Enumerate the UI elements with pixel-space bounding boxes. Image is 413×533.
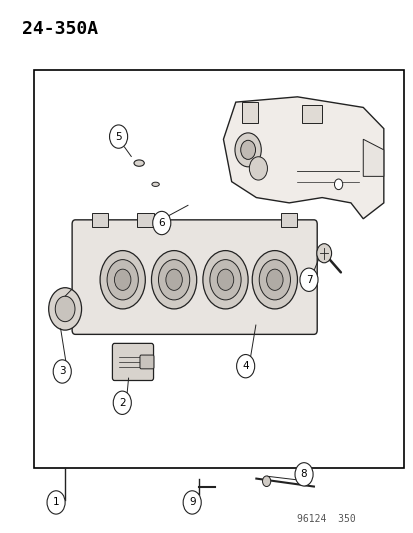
Text: 5: 5 [115, 132, 121, 142]
Circle shape [47, 491, 65, 514]
Circle shape [49, 288, 81, 330]
Circle shape [183, 491, 201, 514]
Circle shape [202, 251, 247, 309]
Polygon shape [362, 139, 383, 176]
Circle shape [109, 125, 127, 148]
Circle shape [113, 391, 131, 415]
Text: 24-350A: 24-350A [22, 20, 98, 38]
Circle shape [217, 269, 233, 290]
Circle shape [316, 244, 331, 263]
Circle shape [252, 251, 297, 309]
Circle shape [209, 260, 240, 300]
FancyBboxPatch shape [137, 214, 153, 227]
Circle shape [334, 179, 342, 190]
FancyBboxPatch shape [92, 214, 108, 227]
Circle shape [151, 251, 196, 309]
Circle shape [236, 354, 254, 378]
Ellipse shape [134, 160, 144, 166]
Circle shape [299, 268, 317, 292]
FancyBboxPatch shape [241, 102, 258, 123]
Circle shape [114, 269, 131, 290]
Ellipse shape [152, 182, 159, 187]
Circle shape [107, 260, 138, 300]
FancyBboxPatch shape [72, 220, 316, 334]
FancyBboxPatch shape [280, 214, 297, 227]
FancyBboxPatch shape [112, 343, 153, 381]
Circle shape [294, 463, 312, 486]
Text: 7: 7 [305, 274, 311, 285]
Circle shape [259, 260, 290, 300]
FancyBboxPatch shape [301, 105, 321, 123]
Circle shape [235, 133, 261, 167]
Circle shape [158, 260, 189, 300]
Text: 2: 2 [119, 398, 125, 408]
Circle shape [53, 360, 71, 383]
Text: 1: 1 [52, 497, 59, 507]
Circle shape [266, 269, 282, 290]
Circle shape [240, 140, 255, 159]
Circle shape [152, 212, 171, 235]
Polygon shape [223, 97, 383, 219]
Circle shape [249, 157, 267, 180]
Text: 96124  350: 96124 350 [297, 514, 355, 523]
Circle shape [55, 296, 75, 321]
Text: 3: 3 [59, 367, 65, 376]
Text: 6: 6 [158, 218, 165, 228]
Text: 9: 9 [188, 497, 195, 507]
Text: 4: 4 [242, 361, 248, 371]
Circle shape [166, 269, 182, 290]
Circle shape [262, 476, 270, 487]
Circle shape [100, 251, 145, 309]
FancyBboxPatch shape [140, 355, 154, 369]
Text: 8: 8 [300, 470, 306, 479]
